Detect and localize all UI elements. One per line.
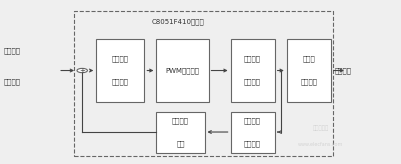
- Text: www.elecfans.com: www.elecfans.com: [298, 142, 344, 147]
- Text: +: +: [79, 68, 85, 73]
- Text: 电压参数: 电压参数: [4, 79, 21, 85]
- Bar: [231, 112, 275, 153]
- Text: 输出电路: 输出电路: [300, 79, 317, 85]
- Text: 反馈测试: 反馈测试: [244, 117, 261, 124]
- Text: 电子发烧友: 电子发烧友: [313, 125, 329, 131]
- Bar: [287, 39, 331, 102]
- Bar: [156, 112, 205, 153]
- Text: 电压测试: 电压测试: [172, 117, 189, 124]
- Text: 初始设定: 初始设定: [4, 48, 21, 54]
- Text: PWM产生电路: PWM产生电路: [166, 67, 199, 74]
- Text: 前置电路: 前置电路: [244, 140, 261, 147]
- Text: 二级信号: 二级信号: [244, 56, 261, 62]
- Text: 输出信号: 输出信号: [335, 67, 352, 74]
- Circle shape: [77, 68, 87, 73]
- Bar: [96, 39, 144, 102]
- Text: 推挽式: 推挽式: [302, 56, 315, 62]
- Text: C8051F410单片机: C8051F410单片机: [151, 18, 204, 25]
- Text: 电路: 电路: [176, 140, 185, 147]
- Bar: [231, 39, 275, 102]
- Text: 参数调节: 参数调节: [112, 56, 129, 62]
- Bar: [74, 11, 333, 156]
- Text: 放大电路: 放大电路: [244, 79, 261, 85]
- Bar: [156, 39, 209, 102]
- Text: 程序模块: 程序模块: [112, 79, 129, 85]
